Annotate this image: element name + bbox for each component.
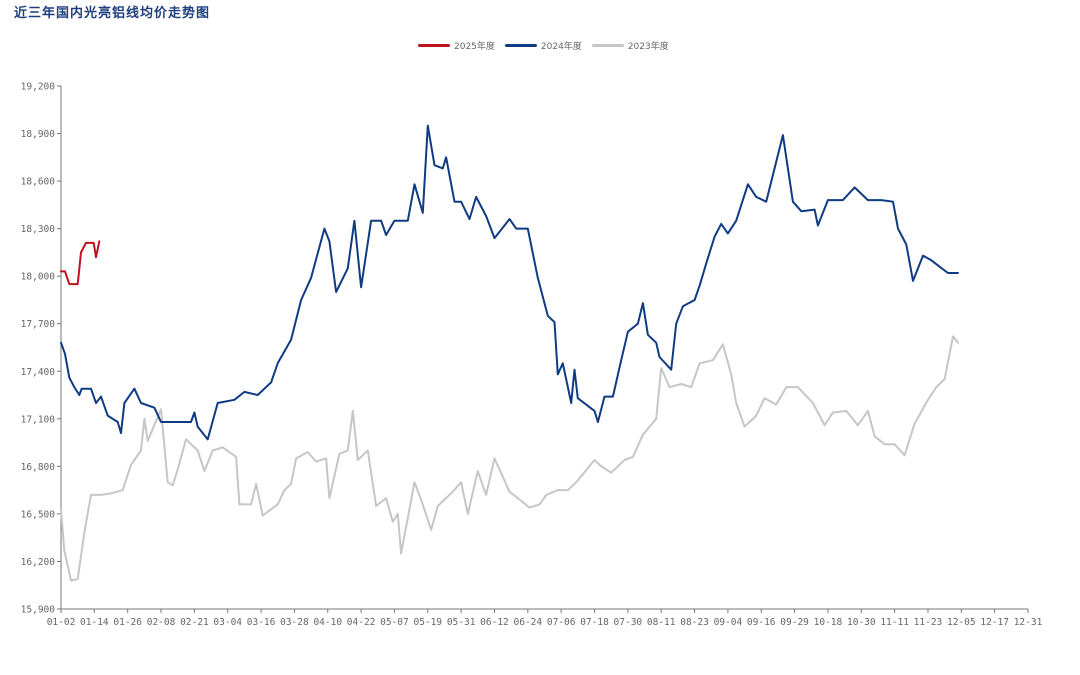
- legend-swatch-2023: [591, 44, 624, 47]
- y-tick-label: 17,400: [21, 367, 56, 378]
- y-tick-label: 18,900: [21, 129, 56, 140]
- y-tick-label: 16,500: [21, 509, 56, 520]
- legend-label-2024: 2024年度: [540, 42, 582, 52]
- x-tick-label: 10-30: [847, 617, 876, 628]
- series-line-2023年度: [60, 335, 959, 582]
- x-tick-label: 03-04: [213, 617, 242, 628]
- legend-label-2025: 2025年度: [454, 42, 495, 52]
- y-tick-label: 18,600: [21, 177, 56, 188]
- x-tick-label: 12-17: [980, 617, 1009, 628]
- x-tick-label: 12-31: [1014, 617, 1043, 628]
- y-tick-label: 16,800: [21, 462, 56, 473]
- legend-item-2024[interactable]: 2024年度: [504, 39, 582, 52]
- legend-swatch-2025: [418, 44, 450, 47]
- x-tick-label: 09-16: [747, 617, 776, 628]
- x-tick-label: 05-19: [413, 617, 442, 628]
- x-tick-label: 07-18: [580, 617, 609, 628]
- series-line-2024年度: [60, 124, 959, 441]
- x-tick-label: 08-11: [647, 617, 676, 628]
- x-tick-label: 03-28: [280, 617, 309, 628]
- x-tick-label: 09-04: [714, 617, 743, 628]
- x-tick-label: 06-12: [480, 617, 509, 628]
- x-tick-label: 01-02: [47, 617, 76, 628]
- x-tick-label: 06-24: [514, 617, 543, 628]
- legend-item-2023[interactable]: 2023年度: [591, 39, 669, 52]
- y-tick-label: 17,100: [21, 414, 56, 425]
- x-tick-label: 05-07: [380, 617, 409, 628]
- x-tick-label: 02-08: [147, 617, 176, 628]
- x-tick-label: 03-16: [247, 617, 276, 628]
- x-tick-label: 11-23: [914, 617, 943, 628]
- legend-swatch-2024: [504, 44, 537, 47]
- y-tick-label: 15,900: [21, 605, 56, 616]
- y-tick-label: 17,700: [21, 319, 56, 330]
- x-tick-label: 12-05: [947, 617, 976, 628]
- x-tick-label: 01-26: [113, 617, 142, 628]
- x-tick-label: 04-22: [347, 617, 376, 628]
- x-tick-label: 11-11: [880, 617, 909, 628]
- x-tick-label: 07-30: [614, 617, 643, 628]
- x-tick-label: 07-06: [547, 617, 576, 628]
- chart-legend: 2025年度 2024年度 2023年度: [418, 39, 669, 52]
- x-tick-label: 02-21: [180, 617, 209, 628]
- x-tick-label: 10-18: [814, 617, 843, 628]
- x-tick-label: 01-14: [80, 617, 109, 628]
- y-tick-label: 16,200: [21, 557, 56, 568]
- chart-title: 近三年国内光亮铝线均价走势图: [14, 6, 211, 21]
- legend-item-2025[interactable]: 2025年度: [418, 39, 495, 52]
- y-tick-label: 18,000: [21, 272, 56, 283]
- x-tick-label: 05-31: [447, 617, 476, 628]
- y-tick-label: 18,300: [21, 224, 56, 235]
- series-line-2025年度: [60, 240, 101, 286]
- y-tick-label: 19,200: [21, 82, 56, 93]
- x-tick-label: 04-10: [313, 617, 342, 628]
- x-tick-label: 09-29: [780, 617, 809, 628]
- x-tick-label: 08-23: [680, 617, 709, 628]
- legend-label-2023: 2023年度: [627, 42, 669, 52]
